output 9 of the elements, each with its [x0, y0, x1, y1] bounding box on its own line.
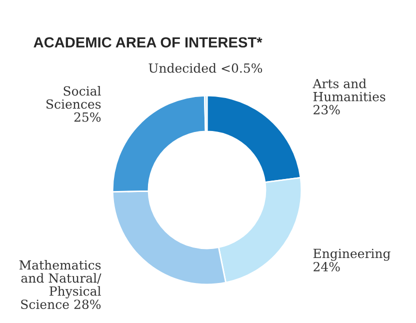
slice-label: Social Sciences: [46, 86, 101, 109]
slice-label: Mathematics and Natural/ Physical Science 28%: [19, 260, 102, 310]
slice-label: Undecided <0.5%: [148, 63, 262, 73]
data-label: 25%: [74, 112, 101, 122]
data-label: 24%: [314, 262, 340, 272]
data-label: 23%: [314, 104, 340, 114]
slice-label: Engineering: [313, 248, 390, 261]
slice-label: Arts and Humanities: [312, 78, 386, 102]
chart-title: ACADEMIC AREA OF INTEREST*: [34, 37, 262, 48]
